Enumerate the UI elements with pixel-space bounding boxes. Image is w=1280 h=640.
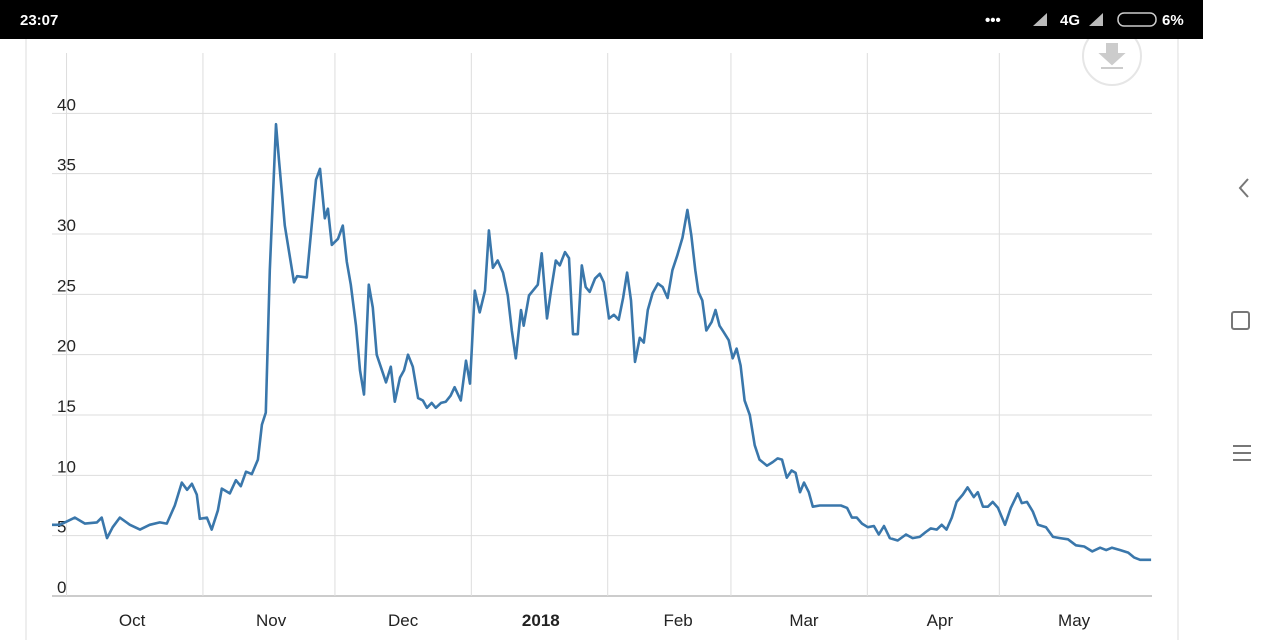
- data-line: [52, 122, 1152, 562]
- signal-icons: [1033, 13, 1103, 26]
- battery-icon: [1117, 12, 1157, 27]
- x-tick-label: Mar: [789, 611, 819, 630]
- status-network: 4G: [1060, 12, 1080, 29]
- status-bar: 23:07 ••• 4G 6%: [0, 0, 1203, 39]
- nav-bar: [1203, 0, 1280, 640]
- status-bg: [0, 0, 1203, 39]
- download-button[interactable]: [1082, 26, 1142, 86]
- y-tick-label: 0: [57, 578, 66, 597]
- x-tick-label: Apr: [927, 611, 954, 630]
- x-tick-label: Nov: [256, 611, 287, 630]
- nav-back[interactable]: [1238, 178, 1249, 198]
- card: [25, 29, 1179, 640]
- x-tick-label: 2018: [522, 611, 560, 630]
- x-tick-label: Feb: [663, 611, 692, 630]
- y-tick-label: 5: [57, 518, 66, 537]
- x-tick-label: Dec: [388, 611, 419, 630]
- status-dots: •••: [985, 12, 1001, 29]
- status-time: 23:07: [20, 12, 58, 29]
- nav-menu[interactable]: [1233, 445, 1251, 461]
- x-tick-label: Oct: [119, 611, 146, 630]
- nav-home[interactable]: [1231, 311, 1250, 330]
- download-icon[interactable]: [1098, 43, 1126, 69]
- x-tick-label: May: [1058, 611, 1091, 630]
- status-battery: 6%: [1162, 12, 1184, 29]
